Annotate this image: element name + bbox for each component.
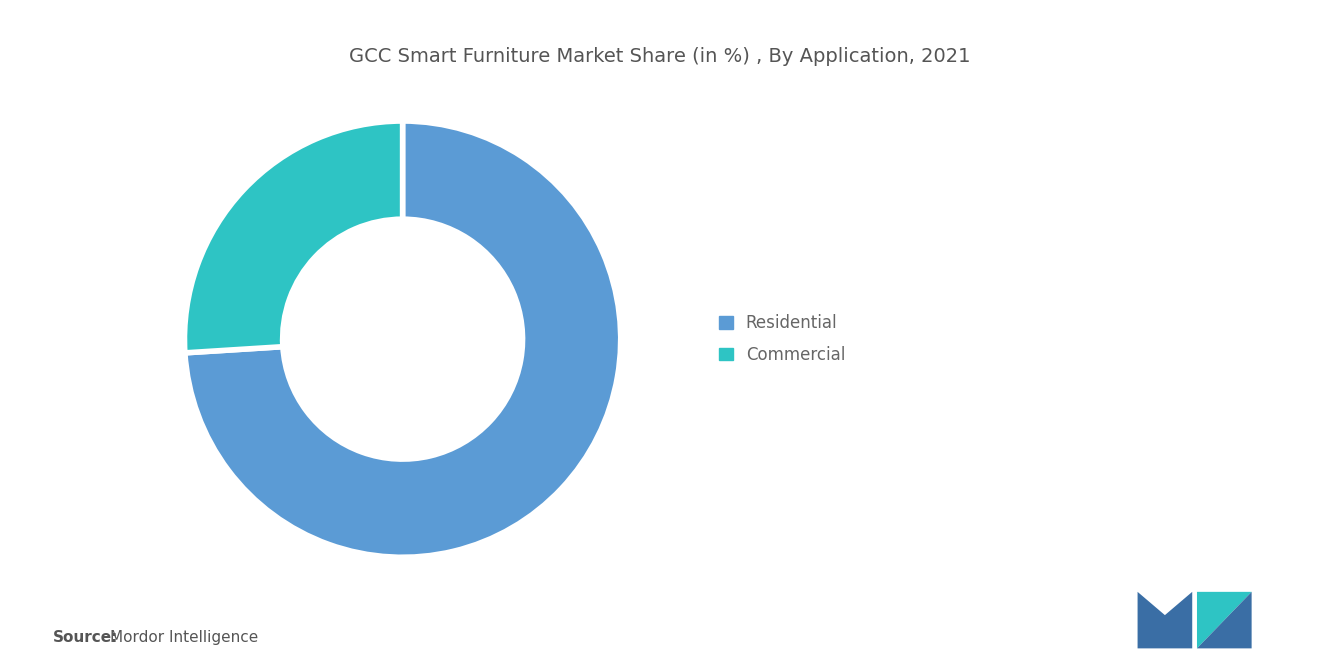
Wedge shape (185, 121, 403, 353)
Polygon shape (1197, 592, 1251, 648)
Wedge shape (185, 121, 620, 557)
Text: GCC Smart Furniture Market Share (in %) , By Application, 2021: GCC Smart Furniture Market Share (in %) … (350, 47, 970, 66)
Polygon shape (1197, 592, 1251, 648)
Legend: Residential, Commercial: Residential, Commercial (711, 306, 854, 372)
Text: Source:: Source: (53, 630, 119, 645)
Polygon shape (1138, 592, 1192, 648)
Text: Mordor Intelligence: Mordor Intelligence (110, 630, 257, 645)
